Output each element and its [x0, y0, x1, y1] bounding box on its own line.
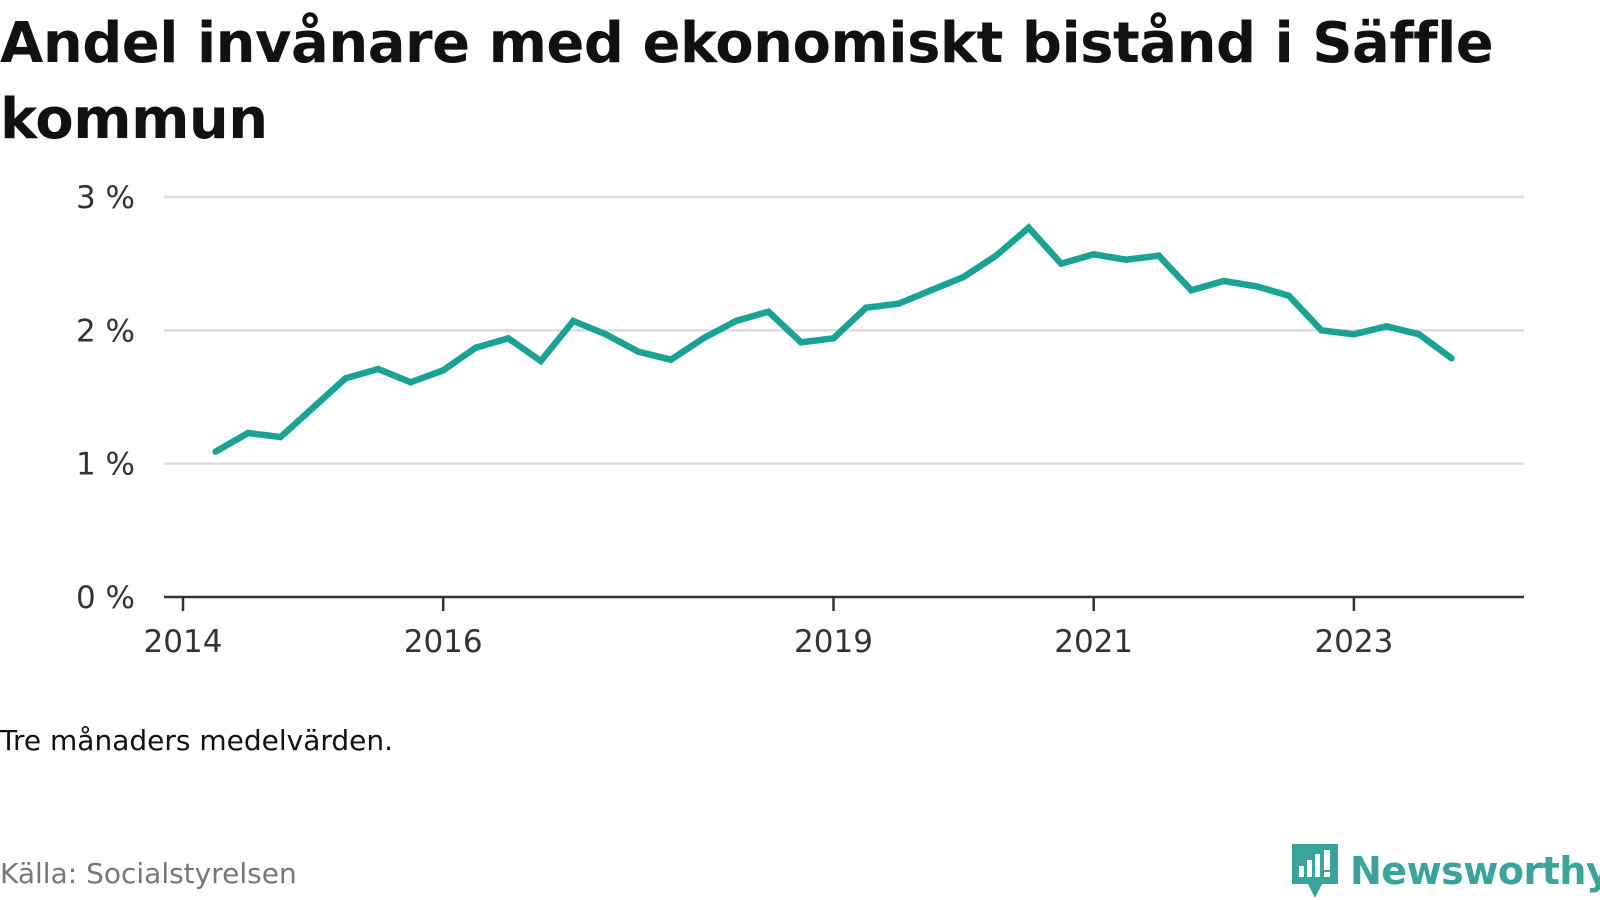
y-tick-label: 1 %	[76, 447, 135, 483]
data-point	[895, 300, 902, 307]
x-axis: 2014 2016 2019 2021 2023	[144, 595, 1524, 660]
data-point	[505, 335, 512, 342]
data-point	[1057, 260, 1065, 267]
chart-title: Andel invånare med ekonomiskt bistånd i …	[0, 11, 1494, 152]
data-point	[992, 252, 1000, 259]
data-point	[1025, 224, 1032, 231]
y-tick-label: 0 %	[76, 580, 135, 616]
data-point	[277, 433, 284, 441]
data-point	[732, 317, 740, 325]
data-point	[1415, 331, 1423, 338]
x-tick-label: 2016	[404, 624, 483, 660]
data-point	[960, 273, 967, 281]
data-point	[797, 339, 805, 346]
data-point	[635, 348, 642, 355]
data-point	[830, 335, 837, 342]
data-point	[537, 357, 544, 365]
series-group	[212, 223, 1455, 455]
data-point	[1090, 251, 1097, 258]
data-point	[700, 335, 707, 342]
data-point	[212, 448, 219, 455]
x-tick-label: 2014	[144, 624, 223, 660]
data-point	[440, 367, 447, 374]
data-point	[1350, 331, 1358, 338]
data-point	[862, 304, 870, 311]
data-point	[1220, 277, 1228, 285]
data-point	[1123, 256, 1130, 263]
y-tick-label: 2 %	[76, 313, 135, 349]
y-tick-label: 3 %	[76, 180, 135, 216]
chart-note: Tre månaders medelvärden.	[0, 724, 394, 757]
data-point	[472, 344, 479, 351]
data-point	[374, 365, 382, 373]
data-point	[407, 379, 414, 386]
source-label: Källa: Socialstyrelsen	[0, 857, 297, 890]
data-point	[602, 331, 610, 338]
x-tick-label: 2023	[1314, 624, 1393, 660]
data-point	[1155, 252, 1162, 259]
data-point	[927, 287, 935, 294]
data-point	[1188, 287, 1195, 294]
data-point	[570, 317, 577, 325]
y-axis-ticks: 0 % 1 % 2 % 3 %	[76, 180, 135, 616]
data-point	[1448, 355, 1455, 362]
x-tick-label: 2021	[1054, 624, 1133, 660]
data-point	[667, 356, 675, 363]
data-point	[765, 308, 772, 315]
data-point	[1253, 283, 1260, 290]
data-point	[1383, 323, 1390, 330]
brand-name: Newsworthy	[1350, 849, 1600, 893]
brand-logo[interactable]: Newsworthy	[1290, 842, 1600, 900]
x-tick-label: 2019	[794, 624, 873, 660]
data-point	[309, 404, 317, 411]
data-point	[1285, 292, 1293, 299]
data-point	[1318, 327, 1325, 334]
newsworthy-logo-icon	[1292, 844, 1338, 898]
data-point	[244, 429, 252, 437]
data-point	[342, 375, 349, 382]
